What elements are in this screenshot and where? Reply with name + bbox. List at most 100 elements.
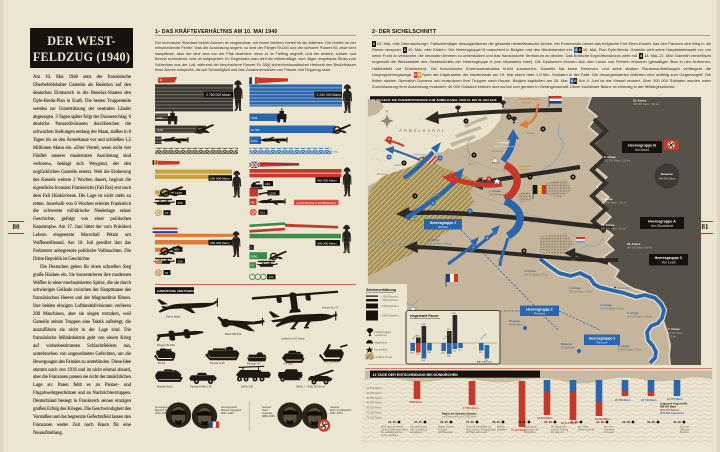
svg-text:250: 250 <box>178 201 183 205</box>
svg-text:Beginn der Operation Dynamo: Beginn der Operation Dynamo <box>442 413 477 416</box>
svg-text:10: 10 <box>165 211 169 215</box>
svg-text:Armee: Armee <box>522 101 531 105</box>
svg-text:Armee: Armee <box>520 168 529 172</box>
svg-text:aufgegeben: aufgegeben <box>410 432 423 434</box>
svg-text:Armeegeneral: Armeegeneral <box>155 406 171 409</box>
svg-text:640 in Reserve: 640 in Reserve <box>477 361 493 364</box>
svg-text:Reserve: Reserve <box>406 215 417 219</box>
svg-text:Renault UE: Renault UE <box>247 362 261 366</box>
svg-text:Die Royal Navy: Die Royal Navy <box>551 427 568 429</box>
svg-text:26. 05.: 26. 05. <box>440 420 448 424</box>
svg-text:4. Armee: 4. Armee <box>601 197 613 201</box>
svg-text:ÄRMELKANAL: ÄRMELKANAL <box>399 128 446 133</box>
svg-text:Lüttich: Lüttich <box>551 181 559 184</box>
svg-text:Rotterdam: Rotterdam <box>504 108 516 111</box>
svg-text:1: 1 <box>465 119 467 123</box>
svg-text:17 500 Mann: 17 500 Mann <box>406 220 421 223</box>
svg-text:zur Evakuierung mit 45 000 Man: zur Evakuierung mit 45 000 Mann <box>442 416 477 419</box>
svg-text:220 000 Mann / 75 km: 220 000 Mann / 75 km <box>618 349 642 352</box>
svg-text:220 000 Mann / 70 km: 220 000 Mann / 70 km <box>569 291 593 294</box>
svg-text:Heeresgruppe 2: Heeresgruppe 2 <box>526 308 553 312</box>
svg-text:sIG 33 Bison: sIG 33 Bison <box>324 360 339 364</box>
svg-text:60 000 Mann: 60 000 Mann <box>366 411 382 415</box>
svg-text:7. Armee: 7. Armee <box>497 141 509 145</box>
svg-text:342: 342 <box>441 353 445 355</box>
svg-text:Calais: Calais <box>394 164 402 167</box>
svg-text:3: 3 <box>432 201 434 205</box>
svg-text:Reserve: Reserve <box>561 342 572 346</box>
svg-text:Alliierte: Alliierte <box>412 333 420 341</box>
svg-text:Ende der: Ende der <box>680 426 690 429</box>
svg-text:Das Vorfeld wird: Das Vorfeld wird <box>410 426 427 429</box>
svg-text:2: 2 <box>473 153 475 157</box>
svg-text:7. Armee: 7. Armee <box>668 327 680 331</box>
svg-text:3: 3 <box>439 156 441 160</box>
svg-text:am Tage ein: am Tage ein <box>551 432 564 434</box>
svg-text:Starker Verkehr: Starker Verkehr <box>438 426 454 429</box>
svg-text:2. Armee: 2. Armee <box>524 269 536 273</box>
svg-text:Besson: Besson <box>597 341 608 345</box>
svg-text:4. Armee: 4. Armee <box>600 303 612 307</box>
svg-text:2: 2 <box>469 209 471 213</box>
svg-text:Breguet Br-693: Breguet Br-693 <box>157 343 175 347</box>
svg-text:1. Armee: 1. Armee <box>489 189 501 193</box>
svg-text:> 5000 Mann/km: > 5000 Mann/km <box>381 305 399 308</box>
svg-text:18. Armee: 18. Armee <box>633 99 647 103</box>
svg-text:SdKfz 232: SdKfz 232 <box>241 385 254 389</box>
svg-text:Zeichenerklärung: Zeichenerklärung <box>366 288 396 292</box>
svg-text:500 000 Mann: 500 000 Mann <box>659 177 676 181</box>
svg-text:242 650 Mann / 90 km: 242 650 Mann / 90 km <box>601 228 626 231</box>
svg-text:450 000 Mann: 450 000 Mann <box>317 179 337 183</box>
svg-text:Heeresgruppe 3: Heeresgruppe 3 <box>589 337 616 341</box>
svg-text:Sedan: Sedan <box>530 221 538 224</box>
svg-text:270: 270 <box>485 360 489 362</box>
svg-text:Schiffsverluste: Schiffsverluste <box>438 431 454 434</box>
svg-text:456: 456 <box>250 200 255 204</box>
svg-text:1867–1965: 1867–1965 <box>221 412 234 415</box>
svg-text:Metz: Metz <box>571 259 577 262</box>
svg-text:5: 5 <box>403 161 405 165</box>
svg-text:216: 216 <box>453 351 457 353</box>
svg-text:Panhard AMD-178: Panhard AMD-178 <box>190 385 212 389</box>
svg-text:9: 9 <box>488 177 490 181</box>
svg-text:Boulogne: Boulogne <box>377 173 388 176</box>
svg-text:Gent: Gent <box>468 163 474 166</box>
svg-text:B1 bis: B1 bis <box>158 361 166 365</box>
svg-text:7: 7 <box>529 175 531 179</box>
svg-text:N: N <box>386 110 389 114</box>
svg-text:62: 62 <box>165 271 169 275</box>
svg-text:> 3000 Mann/km: > 3000 Mann/km <box>381 299 399 302</box>
svg-text:70 000 Mann: 70 000 Mann <box>366 415 382 419</box>
svg-text:650 000 Mann: 650 000 Mann <box>210 177 230 181</box>
svg-text:140 000 Mann / 70 km: 140 000 Mann / 70 km <box>524 274 548 277</box>
svg-text:Fallschirmjäger-: Fallschirmjäger- <box>375 331 392 334</box>
svg-text:die Luftwaffe soll den: die Luftwaffe soll den <box>381 431 403 434</box>
svg-text:Junkers Ju 87 Stuka: Junkers Ju 87 Stuka <box>281 337 305 341</box>
svg-text:170: 170 <box>458 350 462 352</box>
svg-text:Operation: Operation <box>680 428 691 431</box>
svg-text:8. Armee: 8. Armee <box>618 344 630 348</box>
svg-text:Heinz: Heinz <box>262 409 269 412</box>
svg-text:10 700: 10 700 <box>251 128 260 132</box>
svg-text:Dünkirchen: Dünkirchen <box>524 431 536 434</box>
svg-text:02. 06.: 02. 06. <box>622 420 630 424</box>
svg-text:68 014 Mann: 68 014 Mann <box>561 421 577 425</box>
svg-text:7669 Mann: 7669 Mann <box>409 400 423 404</box>
svg-text:Niederländische: Niederländische <box>519 97 541 101</box>
svg-text:209 000 Mann / 200 km: 209 000 Mann / 200 km <box>633 103 659 106</box>
svg-text:Maxime Weygand: Maxime Weygand <box>221 409 242 412</box>
svg-text:01. 06.: 01. 06. <box>596 420 604 424</box>
svg-text:3: 3 <box>486 236 488 240</box>
svg-text:Brüssel: Brüssel <box>492 162 501 165</box>
svg-text:338 091 Mann: 338 091 Mann <box>660 406 677 409</box>
svg-text:(+1016 Reserve in Großbritanni: (+1016 Reserve in Großbritannien) <box>296 201 336 205</box>
svg-text:Brit.: Brit. <box>478 176 484 180</box>
svg-text:Rückzug der: Rückzug der <box>524 426 537 429</box>
svg-text:Reserve: Reserve <box>509 319 520 323</box>
svg-text:210 000 Mann / 60 km: 210 000 Mann / 60 km <box>489 194 513 197</box>
svg-text:190 000 Mann / 80 km: 190 000 Mann / 80 km <box>428 243 452 246</box>
svg-text:89 500 Mann: 89 500 Mann <box>509 324 524 327</box>
svg-text:(215 787 Briten): (215 787 Briten) <box>660 409 679 412</box>
svg-text:Dünkirchen: Dünkirchen <box>414 154 427 157</box>
svg-text:25. 05.: 25. 05. <box>414 420 422 424</box>
